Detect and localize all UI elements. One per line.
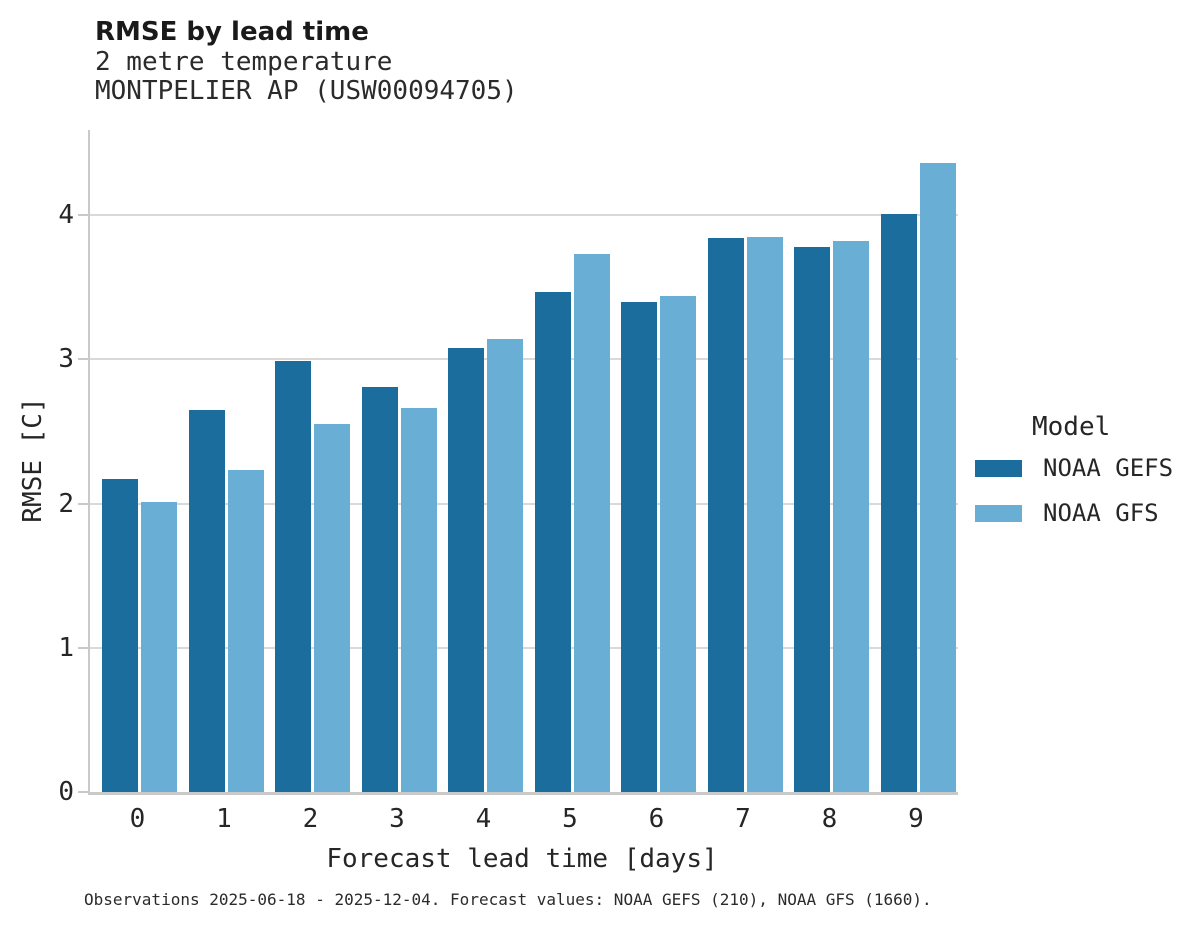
x-tick-label-4: 4 [475, 804, 492, 834]
legend-entry-noaa-gefs: NOAA GEFS [975, 454, 1173, 482]
bar-noaa-gefs-lead-1 [188, 409, 225, 792]
chart-subtitle-station: MONTPELIER AP (USW00094705) [95, 76, 518, 106]
gridline-y-4 [90, 214, 958, 217]
bar-noaa-gefs-lead-8 [794, 246, 830, 792]
legend-entry-noaa-gfs: NOAA GFS [975, 499, 1173, 527]
y-tick-label-3: 3 [58, 344, 74, 375]
x-tick-label-3: 3 [389, 804, 405, 834]
y-tick-mark-0 [78, 791, 88, 793]
bar-noaa-gfs-lead-2 [314, 424, 350, 792]
footer-caption: Observations 2025-06-18 - 2025-12-04. Fo… [84, 890, 932, 909]
legend-swatch-noaa-gefs [975, 459, 1022, 477]
gridline-y-1 [90, 646, 958, 649]
x-axis-label: Forecast lead time [days] [326, 844, 718, 874]
bar-noaa-gefs-lead-3 [361, 386, 398, 792]
bar-noaa-gfs-lead-4 [487, 339, 523, 792]
chart-title: RMSE by lead time [95, 17, 369, 47]
y-tick-label-0: 0 [58, 777, 74, 807]
bar-noaa-gfs-lead-3 [400, 408, 437, 792]
chart-header: RMSE by lead time 2 metre temperature MO… [95, 16, 518, 106]
bar-noaa-gefs-lead-5 [534, 291, 571, 792]
legend-entries: NOAA GEFS NOAA GFS [975, 454, 1173, 527]
x-tick-label-0: 0 [129, 804, 146, 834]
x-tick-label-1: 1 [216, 804, 232, 834]
bar-noaa-gfs-lead-0 [141, 502, 177, 792]
legend-label: NOAA GEFS [1043, 454, 1174, 482]
legend-label: NOAA GFS [1043, 499, 1159, 527]
y-tick-mark-4 [78, 214, 88, 217]
legend-title: Model [1032, 412, 1111, 442]
gridline-y-3 [90, 358, 958, 361]
bar-noaa-gfs-lead-7 [746, 236, 783, 792]
x-tick-label-2: 2 [302, 804, 319, 834]
x-tick-label-8: 8 [821, 804, 838, 834]
bar-noaa-gefs-lead-2 [275, 360, 311, 792]
gridline-y-2 [90, 502, 958, 505]
y-tick-label-4: 4 [58, 200, 74, 231]
x-tick-label-5: 5 [562, 804, 578, 834]
bar-noaa-gefs-lead-7 [707, 238, 744, 792]
bar-noaa-gefs-lead-9 [880, 213, 917, 792]
y-tick-mark-1 [78, 646, 88, 649]
bar-noaa-gfs-lead-5 [573, 254, 610, 792]
y-tick-label-1: 1 [58, 632, 74, 663]
chart-subtitle-variable: 2 metre temperature [95, 47, 393, 77]
y-tick-mark-2 [78, 502, 88, 505]
x-tick-label-7: 7 [735, 804, 751, 834]
y-tick-mark-3 [78, 358, 88, 361]
x-tick-label-6: 6 [648, 804, 665, 834]
bar-noaa-gefs-lead-4 [448, 347, 484, 792]
bar-noaa-gfs-lead-6 [660, 295, 696, 792]
legend-swatch-noaa-gfs [975, 504, 1022, 522]
x-tick-label-9: 9 [908, 804, 924, 834]
bar-noaa-gefs-lead-6 [621, 301, 657, 792]
bar-noaa-gefs-lead-0 [102, 479, 138, 792]
legend: Model NOAA GEFS NOAA GFS [975, 412, 1173, 544]
bar-noaa-gfs-lead-9 [919, 163, 956, 792]
plot-area [78, 130, 958, 795]
bar-noaa-gfs-lead-8 [833, 241, 869, 792]
bar-noaa-gfs-lead-1 [227, 470, 264, 792]
y-tick-label-2: 2 [58, 488, 74, 519]
